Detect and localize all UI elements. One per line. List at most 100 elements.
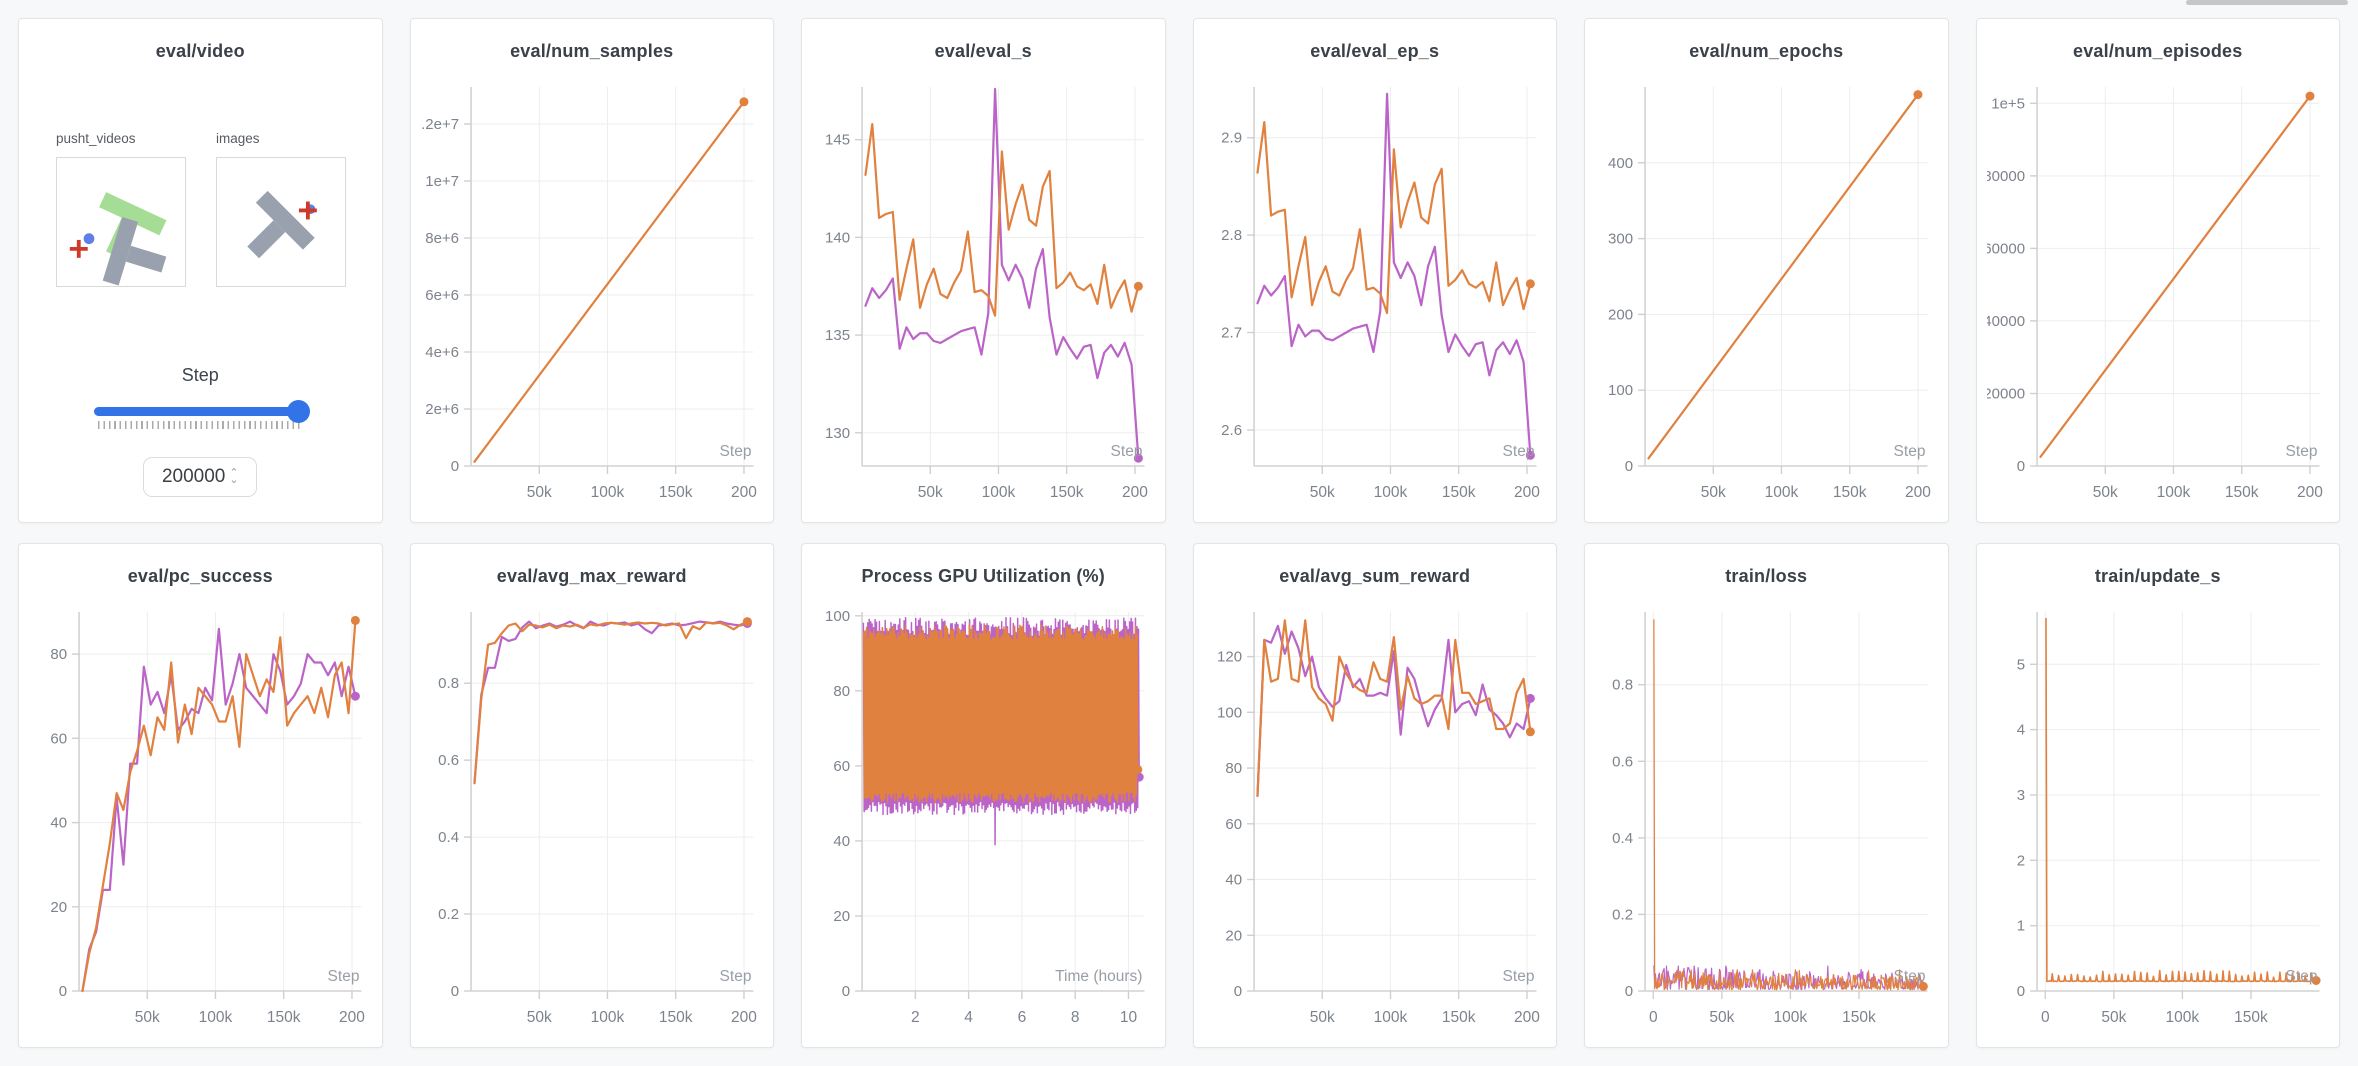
slider-tick-ruler [98,421,303,429]
svg-text:0.6: 0.6 [438,752,459,769]
svg-text:200: 200 [339,1009,365,1026]
svg-text:Step: Step [328,968,360,985]
svg-text:150k: 150k [2234,1009,2268,1026]
svg-text:0: 0 [1233,983,1241,1000]
svg-text:0.6: 0.6 [1612,753,1633,770]
svg-text:8: 8 [1071,1009,1080,1026]
svg-text:150k: 150k [1833,484,1867,501]
chart-svg: 2.6 2.7 2.8 2.9 50k 100k 150k 200 Step [1221,87,1540,501]
panel-train-update-s[interactable]: train/update_s 0 1 2 3 4 5 0 50k 100k 150k Step [1975,543,2340,1048]
svg-text:100k: 100k [2156,484,2190,501]
step-value[interactable]: 200000 [161,466,226,487]
svg-text:50k: 50k [1309,484,1334,501]
panel-eval-num-samples[interactable]: eval/num_samples 0 2e+6 4e+6 6e+6 8e+6 1e+7 1.… [409,18,774,523]
svg-text:150k: 150k [1441,484,1475,501]
stepper-icons[interactable]: ⌃ ⌄ [229,467,239,486]
panel-eval-num-episodes[interactable]: eval/num_episodes 0 20000 40000 60000 80000 1… [1975,18,2340,523]
panel-eval-eval-s[interactable]: eval/eval_s 130 135 140 145 50k 100k 150k 200 St… [801,18,1166,523]
chart-canvas[interactable]: 0 20 40 60 80 100 2 4 6 8 10 Time (hours) [812,606,1157,1039]
chart-svg: 0 0.2 0.4 0.6 0.8 0 50k 100k 150k Step [1612,612,1928,1026]
svg-text:100: 100 [825,608,850,625]
chart-canvas[interactable]: 130 135 140 145 50k 100k 150k 200 Step [812,81,1157,514]
svg-text:2: 2 [2016,852,2024,869]
stepper-up-icon[interactable]: ⌃ [229,467,239,479]
target-cross-icon [298,201,317,220]
step-number-input[interactable]: 200000 ⌃ ⌄ [143,457,258,497]
panel-train-loss[interactable]: train/loss 0 0.2 0.4 0.6 0.8 0 50k 100k 150k Step [1584,543,1949,1048]
chart-canvas[interactable]: 0 1 2 3 4 5 0 50k 100k 150k Step [1987,606,2332,1039]
svg-text:2.9: 2.9 [1221,130,1242,147]
svg-text:20: 20 [833,908,850,925]
panel-eval-pc-success[interactable]: eval/pc_success 0 20 40 60 80 50k 100k 150k 200 S… [18,543,383,1048]
panel-eval-eval-ep-s[interactable]: eval/eval_ep_s 2.6 2.7 2.8 2.9 50k 100k 150k 20… [1192,18,1557,523]
svg-text:2: 2 [911,1009,920,1026]
svg-text:0.2: 0.2 [1612,906,1633,923]
svg-text:0: 0 [1625,983,1633,1000]
svg-text:200: 200 [1905,484,1931,501]
svg-text:50k: 50k [1701,484,1726,501]
svg-text:2.6: 2.6 [1221,422,1242,439]
panel-eval-avg-sum-reward[interactable]: eval/avg_sum_reward 0 20 40 60 80 100 120 50k 10… [1192,543,1557,1048]
svg-text:100k: 100k [199,1009,233,1026]
horizontal-scrollbar[interactable] [2186,0,2348,5]
chart-svg: 0 20 40 60 80 100 120 50k 100k 150k 200 Step [1217,612,1540,1026]
panel-eval-video[interactable]: eval/video pusht_videos images [18,18,383,523]
panel-eval-num-epochs[interactable]: eval/num_epochs 0 100 200 300 400 50k 100k 150k… [1584,18,1949,523]
svg-text:100k: 100k [1373,1009,1407,1026]
svg-text:0.8: 0.8 [1612,677,1633,694]
svg-text:1: 1 [2016,918,2024,935]
panel-process-gpu-utilization[interactable]: Process GPU Utilization (%) 0 20 40 60 80 100… [801,543,1166,1048]
chart-canvas[interactable]: 2.6 2.7 2.8 2.9 50k 100k 150k 200 Step [1204,81,1549,514]
pusht-video-thumbnail[interactable] [56,157,186,287]
images-thumbnail[interactable] [216,157,346,287]
svg-text:0: 0 [1625,458,1633,475]
svg-text:60: 60 [833,758,850,775]
pusht-scene-image [69,192,167,286]
svg-text:5: 5 [2016,656,2024,673]
chart-canvas[interactable]: 0 0.2 0.4 0.6 0.8 50k 100k 150k 200 Step [421,606,766,1039]
svg-text:Step: Step [2285,968,2317,985]
svg-text:Step: Step [2285,443,2317,460]
chart-svg: 0 20 40 60 80 50k 100k 150k 200 Step [50,612,365,1026]
chart-svg: 130 135 140 145 50k 100k 150k 200 Step [825,87,1148,501]
step-slider[interactable] [94,400,311,429]
svg-text:130: 130 [825,425,850,442]
chart-canvas[interactable]: 0 0.2 0.4 0.6 0.8 0 50k 100k 150k Step [1595,606,1940,1039]
chart-canvas[interactable]: 0 20 40 60 80 50k 100k 150k 200 Step [29,606,374,1039]
target-cross-icon [69,239,88,258]
svg-text:40: 40 [1225,872,1242,889]
slider-track[interactable] [94,400,311,423]
svg-text:1e+7: 1e+7 [425,173,459,190]
svg-text:1.2e+7: 1.2e+7 [421,116,459,133]
stepper-down-icon[interactable]: ⌄ [229,474,239,486]
svg-text:0: 0 [842,983,850,1000]
svg-text:100k: 100k [982,484,1016,501]
panel-eval-avg-max-reward[interactable]: eval/avg_max_reward 0 0.2 0.4 0.6 0.8 50k 100k… [409,543,774,1048]
svg-text:0.4: 0.4 [1612,830,1633,847]
slider-thumb[interactable] [287,400,311,423]
svg-text:100k: 100k [590,484,624,501]
svg-text:Step: Step [1502,443,1534,460]
svg-text:60: 60 [50,730,67,747]
svg-text:0: 0 [59,983,67,1000]
chart-canvas[interactable]: 0 20000 40000 60000 80000 1e+5 50k 100k 150k 200 S… [1987,81,2332,514]
chart-svg: 0 0.2 0.4 0.6 0.8 50k 100k 150k 200 Step [438,612,757,1026]
chart-canvas[interactable]: 0 2e+6 4e+6 6e+6 8e+6 1e+7 1.2e+7 50k 100k 150k 20… [421,81,766,514]
chart-title: eval/avg_max_reward [496,566,687,586]
svg-text:80: 80 [833,683,850,700]
svg-text:50k: 50k [135,1009,160,1026]
chart-title: eval/eval_ep_s [1310,41,1440,61]
svg-text:1e+5: 1e+5 [1991,95,2025,112]
chart-canvas[interactable]: 0 100 200 300 400 50k 100k 150k 200 Step [1595,81,1940,514]
svg-text:120: 120 [1217,649,1242,666]
thumbnail-label-images: images [216,131,260,146]
thumbnail-label-pusht-videos: pusht_videos [56,131,136,146]
svg-text:Step: Step [1894,968,1926,985]
svg-text:60: 60 [1225,816,1242,833]
chart-canvas[interactable]: 0 20 40 60 80 100 120 50k 100k 150k 200 Step [1204,606,1549,1039]
svg-text:Step: Step [1502,968,1534,985]
svg-text:400: 400 [1608,155,1633,172]
chart-title: eval/num_samples [510,41,674,61]
chart-title: eval/avg_sum_reward [1279,566,1471,586]
